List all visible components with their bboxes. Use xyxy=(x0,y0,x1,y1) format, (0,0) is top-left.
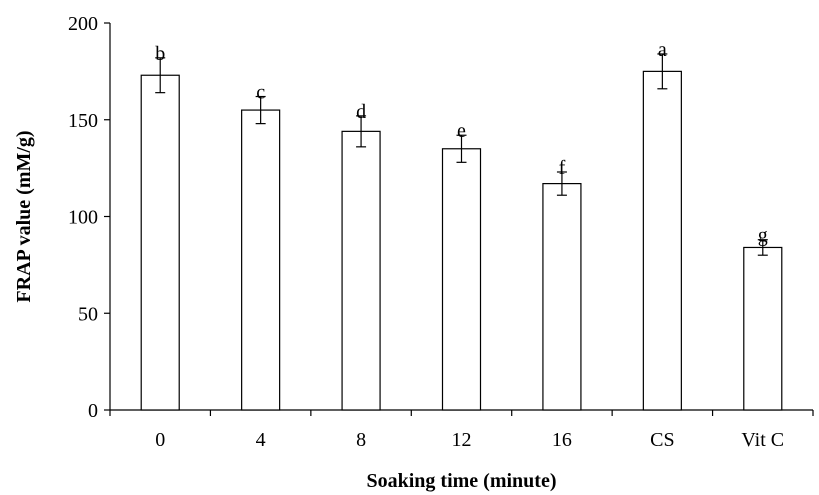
bar xyxy=(441,148,482,411)
axes: 0 50 100 150 200 0 4 8 12 16 CS Vit C xyxy=(68,13,814,451)
y-tick-label: 200 xyxy=(68,13,98,35)
significance-letter: c xyxy=(256,82,265,104)
bar xyxy=(341,130,381,411)
y-axis-title: FRAP value (mM/g) xyxy=(13,130,35,302)
significance-letter: f xyxy=(559,157,566,179)
significance-letter: d xyxy=(356,101,366,123)
bar xyxy=(241,109,281,411)
significance-letter: g xyxy=(758,225,768,247)
bar xyxy=(642,70,682,411)
labels: b c d e f a g xyxy=(155,39,768,247)
significance-letter: e xyxy=(457,120,466,142)
x-tick-label: 4 xyxy=(256,429,266,451)
x-tick-label: 16 xyxy=(552,429,572,451)
significance-letter: a xyxy=(658,39,667,61)
bar xyxy=(140,74,180,411)
x-tick-label: 0 xyxy=(155,429,165,451)
y-tick-label: 50 xyxy=(78,303,98,325)
x-tick-label: CS xyxy=(650,429,674,451)
significance-letter: b xyxy=(155,43,165,65)
x-axis-title: Soaking time (minute) xyxy=(367,470,557,492)
x-tick-label: 12 xyxy=(452,429,472,451)
x-tick-label: Vit C xyxy=(741,429,784,451)
bar xyxy=(542,183,582,411)
y-tick-label: 0 xyxy=(88,400,98,422)
y-tick-label: 150 xyxy=(68,110,98,132)
x-tick-label: 8 xyxy=(356,429,366,451)
y-tick-label: 100 xyxy=(68,207,98,229)
bars xyxy=(140,53,783,411)
bar xyxy=(743,246,783,411)
